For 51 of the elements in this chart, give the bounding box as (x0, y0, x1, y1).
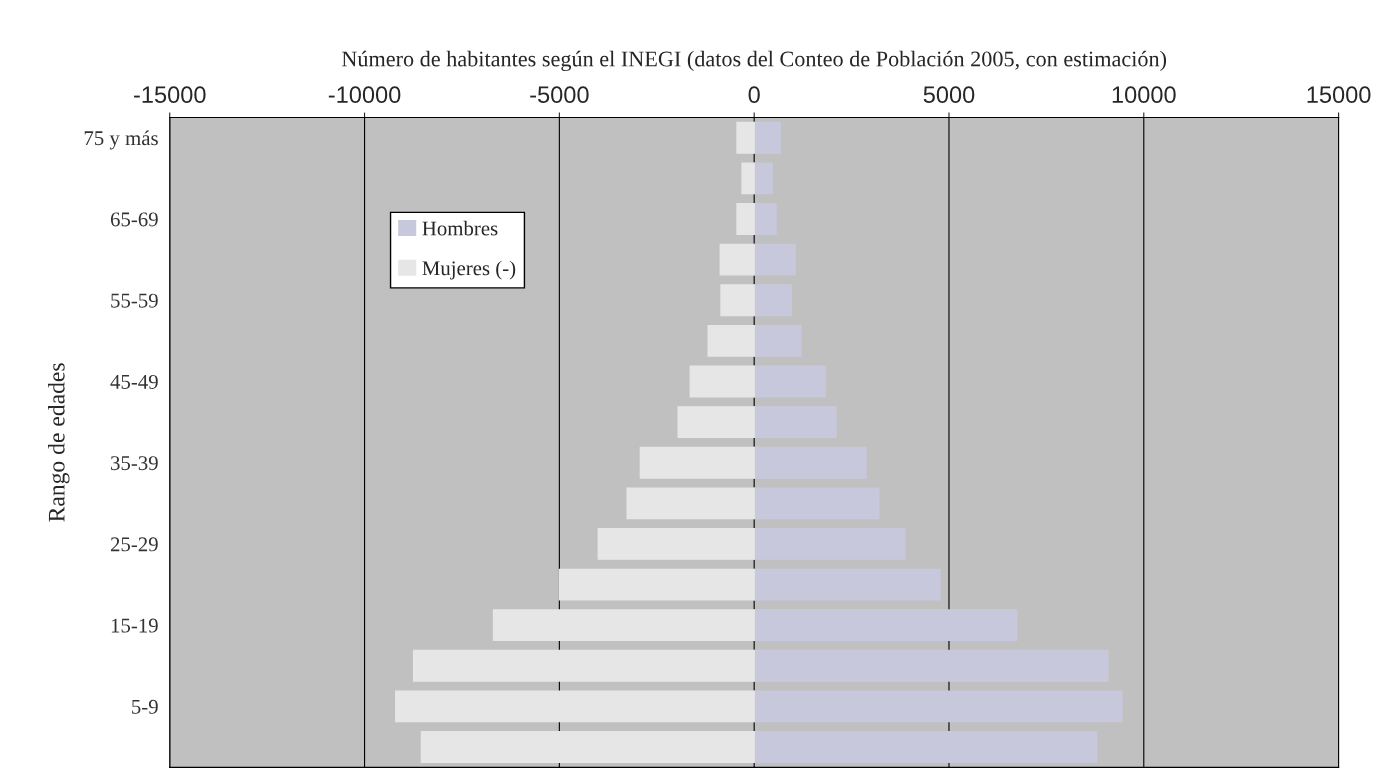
y-tick-label: 55-59 (111, 293, 158, 308)
bar (753, 609, 1018, 642)
x-tick-label: 5000 (923, 86, 975, 104)
bar (753, 365, 826, 398)
bar (492, 609, 755, 642)
bar (412, 649, 755, 682)
bar (753, 284, 792, 317)
bar (395, 690, 755, 723)
bar (753, 731, 1098, 763)
bar (719, 243, 755, 276)
bar (677, 406, 755, 439)
x-axis-title: Número de habitantes según el INEGI (datos del Conteo de Población 2005, con estimación) (341, 50, 1167, 72)
bar (753, 649, 1109, 682)
x-tick-label: 15000 (1307, 86, 1371, 104)
bar (753, 203, 777, 235)
bar (720, 284, 755, 317)
y-tick-label: 45-49 (110, 374, 158, 389)
y-tick-label: 15-19 (111, 618, 158, 633)
x-tick-label: -5000 (530, 86, 589, 104)
y-tick-label: 25-29 (110, 537, 158, 552)
bar (753, 487, 880, 520)
bar (707, 324, 755, 357)
legend-label: Mujeres (-) (422, 260, 516, 280)
y-tick-label: 35-39 (111, 456, 158, 471)
bar (558, 568, 755, 601)
bar (753, 243, 796, 276)
x-tick-label: -10000 (328, 86, 401, 104)
bar (741, 162, 755, 195)
bar (639, 446, 755, 479)
bar (753, 406, 837, 439)
bar (753, 568, 941, 601)
bar (753, 690, 1123, 723)
bar (736, 203, 755, 235)
y-tick-label: 5-9 (132, 699, 158, 714)
bar (626, 487, 755, 520)
x-tick-label: -15000 (134, 86, 206, 104)
bar (753, 324, 802, 357)
bar (753, 162, 773, 195)
bar (753, 121, 781, 154)
x-tick-label: 0 (748, 86, 760, 104)
y-axis-title: Rango de edades (48, 363, 70, 522)
y-tick-label: 75 y más (84, 130, 158, 150)
bar (736, 121, 755, 154)
bar (753, 528, 906, 560)
bar (597, 528, 755, 560)
bar (689, 365, 755, 398)
bar (420, 731, 755, 763)
legend-label: Hombres (422, 220, 498, 236)
bar (753, 446, 867, 479)
y-tick-label: 65-69 (110, 212, 158, 227)
x-tick-label: 10000 (1112, 86, 1176, 104)
